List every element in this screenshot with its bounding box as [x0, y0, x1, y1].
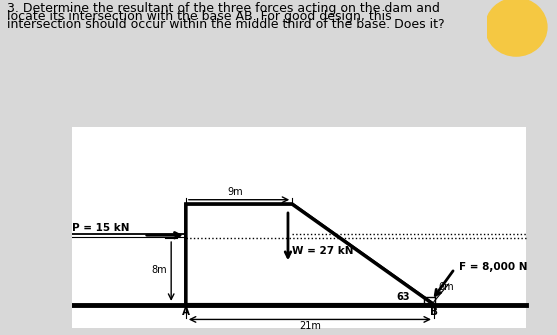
Polygon shape [186, 204, 434, 305]
Text: F = 8,000 N: F = 8,000 N [459, 262, 527, 272]
FancyBboxPatch shape [72, 127, 526, 328]
Text: B: B [430, 307, 438, 317]
Polygon shape [186, 204, 434, 305]
Text: W = 27 kN: W = 27 kN [292, 247, 354, 257]
Text: P = 15 kN: P = 15 kN [72, 223, 130, 233]
Text: locate its intersection with the base AB. For good design, this: locate its intersection with the base AB… [7, 10, 392, 23]
Circle shape [486, 0, 547, 56]
Text: 6m: 6m [438, 282, 454, 292]
Text: 3. Determine the resultant of the three forces acting on the dam and: 3. Determine the resultant of the three … [7, 2, 440, 15]
Text: intersection should occur within the middle third of the base. Does it?: intersection should occur within the mid… [7, 18, 445, 31]
Text: 21m: 21m [299, 321, 321, 331]
Text: 8m: 8m [152, 265, 167, 275]
Text: A: A [182, 307, 190, 317]
Text: 63: 63 [396, 292, 409, 302]
Text: 9m: 9m [227, 187, 243, 197]
